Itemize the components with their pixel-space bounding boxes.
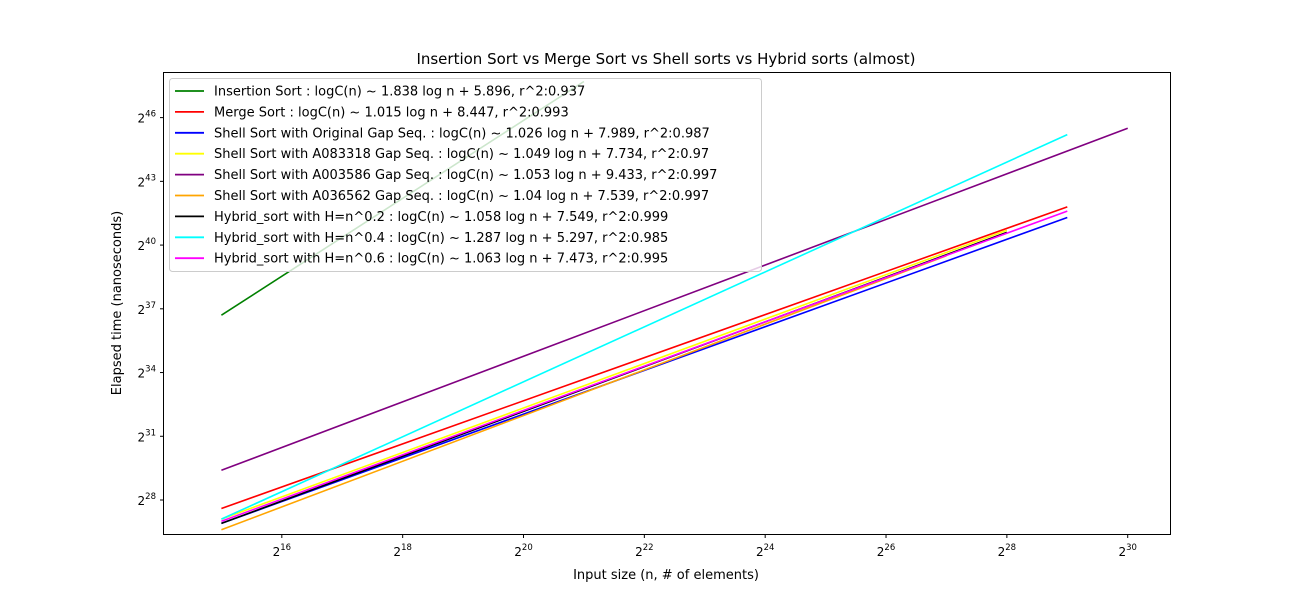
chart-title: Insertion Sort vs Merge Sort vs Shell so… [416,50,915,68]
series-line-6 [221,254,947,531]
x-tick-label: 218 [393,543,411,559]
y-tick-label: 240 [138,237,156,253]
series-line-8 [221,133,1068,520]
plot-frame [163,72,1171,535]
legend-items: Insertion Sort : logC(n) ~ 1.838 log n +… [175,85,717,267]
x-axis-ticks: 216 218 220 222 224 226 228 230 [273,534,1137,559]
legend-label-7: Hybrid_sort with H=n^0.2 : logC(n) ~ 1.0… [214,210,668,225]
y-tick-label: 234 [138,365,156,381]
series-line-2 [221,206,1068,510]
series-line-4 [221,229,1008,520]
x-axis-label: Input size (n, # of elements) [573,568,759,583]
y-axis-label: Elapsed time (nanoseconds) [110,211,125,395]
legend-label-4: Shell Sort with A083318 Gap Seq. : logC(… [214,147,709,162]
x-tick-label: 220 [514,543,532,559]
legend-label-9: Hybrid_sort with H=n^0.6 : logC(n) ~ 1.0… [214,252,668,267]
legend-label-1: Insertion Sort : logC(n) ~ 1.838 log n +… [214,85,585,100]
y-tick-label: 228 [138,492,156,508]
y-tick-label: 231 [138,428,156,444]
legend-label-8: Hybrid_sort with H=n^0.4 : logC(n) ~ 1.2… [214,231,668,246]
series-line-9 [221,210,1068,523]
y-axis-ticks: 228 231 234 237 240 243 246 [138,110,164,508]
x-tick-label: 216 [273,543,291,559]
legend-label-2: Merge Sort : logC(n) ~ 1.015 log n + 8.4… [214,105,569,120]
legend-label-5: Shell Sort with A003586 Gap Seq. : logC(… [214,168,717,183]
y-tick-label: 237 [138,301,156,317]
legend-label-3: Shell Sort with Original Gap Seq. : logC… [214,126,710,141]
x-tick-label: 224 [756,543,774,559]
x-tick-label: 226 [877,543,895,559]
legend-box [169,78,762,272]
legend-label-6: Shell Sort with A036562 Gap Seq. : logC(… [214,189,709,204]
series-layer [220,80,1128,531]
series-line-5 [221,127,1128,472]
x-tick-label: 222 [635,543,653,559]
x-tick-label: 230 [1118,543,1136,559]
x-tick-label: 228 [998,543,1016,559]
legend: Insertion Sort : logC(n) ~ 1.838 log n +… [169,78,762,272]
y-tick-label: 243 [138,173,156,189]
y-tick-label: 246 [138,110,156,126]
